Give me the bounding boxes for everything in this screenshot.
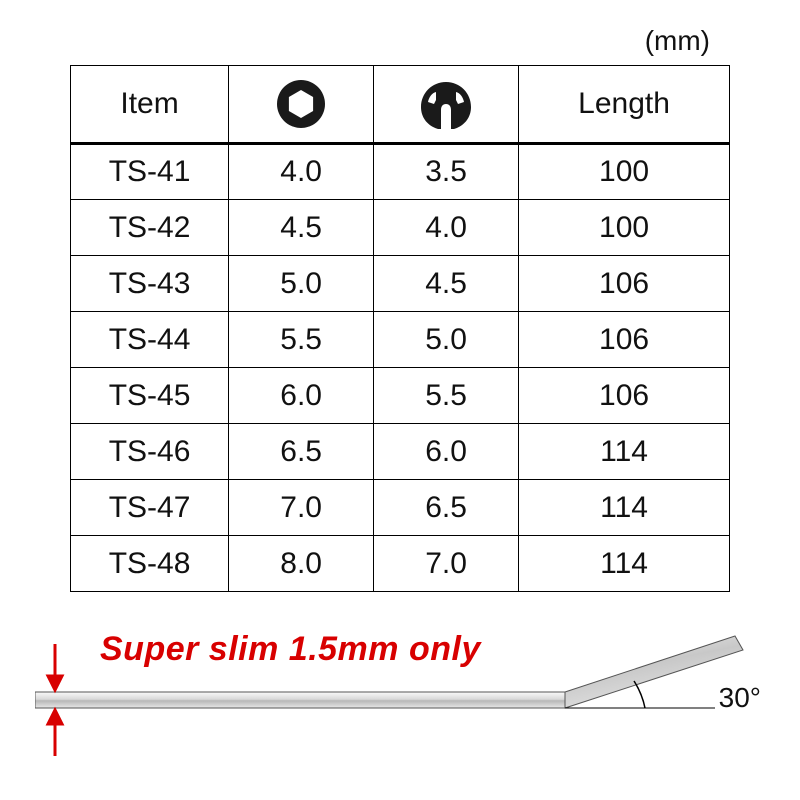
spec-table: Item Length TS-41 4.0 3.5 [70, 65, 730, 592]
cell-open: 4.5 [374, 256, 519, 312]
table-row: TS-42 4.5 4.0 100 [71, 200, 730, 256]
table-row: TS-46 6.5 6.0 114 [71, 424, 730, 480]
table-row: TS-45 6.0 5.5 106 [71, 368, 730, 424]
cell-item: TS-45 [71, 368, 229, 424]
cell-open: 6.5 [374, 480, 519, 536]
col-header-hex [229, 66, 374, 144]
cell-length: 106 [519, 312, 730, 368]
cell-hex: 6.0 [229, 368, 374, 424]
cell-item: TS-42 [71, 200, 229, 256]
table-body: TS-41 4.0 3.5 100 TS-42 4.5 4.0 100 TS-4… [71, 144, 730, 592]
cell-hex: 7.0 [229, 480, 374, 536]
cell-length: 100 [519, 200, 730, 256]
cell-open: 3.5 [374, 144, 519, 200]
col-header-length: Length [519, 66, 730, 144]
table-row: TS-41 4.0 3.5 100 [71, 144, 730, 200]
table-row: TS-47 7.0 6.5 114 [71, 480, 730, 536]
unit-label: (mm) [70, 25, 730, 57]
cell-length: 106 [519, 256, 730, 312]
cell-length: 106 [519, 368, 730, 424]
cell-hex: 5.0 [229, 256, 374, 312]
cell-item: TS-46 [71, 424, 229, 480]
cell-open: 6.0 [374, 424, 519, 480]
open-end-wrench-icon [418, 78, 474, 130]
cell-item: TS-44 [71, 312, 229, 368]
table-header-row: Item Length [71, 66, 730, 144]
table-row: TS-43 5.0 4.5 106 [71, 256, 730, 312]
cell-open: 5.0 [374, 312, 519, 368]
cell-length: 114 [519, 480, 730, 536]
col-header-open [374, 66, 519, 144]
angle-label: 30° [719, 682, 761, 714]
cell-hex: 4.5 [229, 200, 374, 256]
cell-item: TS-48 [71, 536, 229, 592]
cell-hex: 8.0 [229, 536, 374, 592]
cell-open: 7.0 [374, 536, 519, 592]
cell-item: TS-47 [71, 480, 229, 536]
cell-item: TS-41 [71, 144, 229, 200]
cell-hex: 4.0 [229, 144, 374, 200]
cell-length: 114 [519, 536, 730, 592]
table-row: TS-44 5.5 5.0 106 [71, 312, 730, 368]
callout-text: Super slim 1.5mm only [100, 630, 481, 669]
hex-socket-icon [275, 78, 327, 130]
table-row: TS-48 8.0 7.0 114 [71, 536, 730, 592]
thickness-diagram: Super slim 1.5mm only [35, 630, 765, 780]
cell-item: TS-43 [71, 256, 229, 312]
cell-open: 4.0 [374, 200, 519, 256]
col-header-item: Item [71, 66, 229, 144]
cell-hex: 5.5 [229, 312, 374, 368]
cell-hex: 6.5 [229, 424, 374, 480]
cell-open: 5.5 [374, 368, 519, 424]
cell-length: 114 [519, 424, 730, 480]
cell-length: 100 [519, 144, 730, 200]
